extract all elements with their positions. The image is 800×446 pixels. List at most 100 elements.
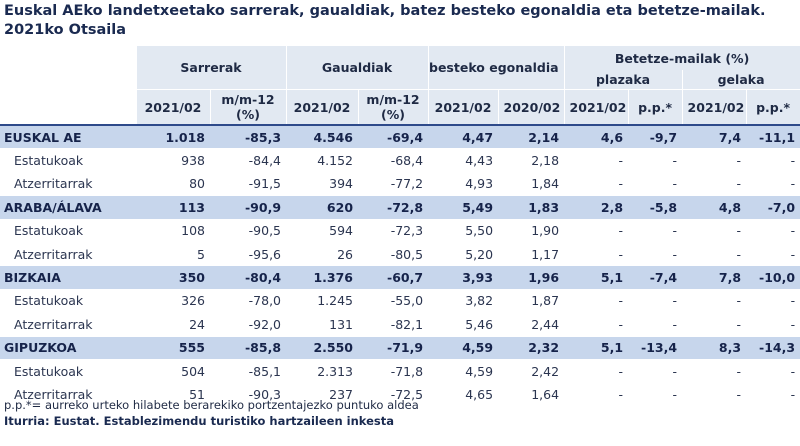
cell-ge: -: [736, 386, 742, 402]
cell-eg21: 3,93: [428, 265, 499, 290]
cell-sar-v: -90,9: [210, 195, 287, 220]
cell-gau: 131: [329, 316, 354, 332]
corner-cell: [0, 46, 137, 90]
table-row: Estatukoak 504 -85,1 2.313 -71,8 4,59 2,42 - - - -: [0, 359, 800, 383]
cell-ge: 7,4: [682, 125, 747, 149]
cell-gau: 1.245: [317, 293, 354, 309]
col-eg-2020: 2020/02: [498, 89, 565, 125]
cell-gau: 1.376: [286, 265, 359, 290]
cell-ge-pp: -10,0: [746, 265, 800, 290]
cell-sar-v: -91,5: [248, 176, 282, 192]
corner-cell-2: [0, 89, 137, 125]
cell-ge: -: [736, 293, 742, 309]
cell-ge-pp: -11,1: [746, 125, 800, 149]
cell-gau-v: -68,4: [390, 153, 424, 169]
cell-ge-pp: -: [790, 153, 796, 169]
cell-pl: 5,1: [564, 336, 629, 360]
cell-gau-v: -71,9: [358, 336, 429, 360]
cell-gau-v: -82,1: [390, 316, 424, 332]
cell-sar-v: -90,5: [248, 223, 282, 239]
cell-eg21: 5,50: [465, 223, 494, 239]
cell-gau: 237: [329, 386, 354, 402]
cell-pl-pp: -: [672, 386, 678, 402]
cell-pl: -: [618, 316, 624, 332]
cell-ge-pp: -14,3: [746, 336, 800, 360]
cell-gau-v: -72,5: [390, 386, 424, 402]
table-row: GIPUZKOA 555 -85,8 2.550 -71,9 4,59 2,32 5,1 -13…: [0, 336, 800, 360]
cell-gau-v: -72,8: [358, 195, 429, 220]
table-row: BIZKAIA 350 -80,4 1.376 -60,7 3,93 1,96 5,1 -7,4…: [0, 265, 800, 290]
cell-ge: 8,3: [682, 336, 747, 360]
table-row: ARABA/ÁLAVA 113 -90,9 620 -72,8 5,49 1,83 2,8 -5…: [0, 195, 800, 220]
cell-eg20: 1,17: [531, 246, 560, 262]
cell-pl-pp: -: [672, 153, 678, 169]
cell-eg21: 3,82: [465, 293, 494, 309]
cell-pl: 5,1: [564, 265, 629, 290]
cell-pl-pp: -5,8: [628, 195, 683, 220]
cell-ge-pp: -: [790, 223, 796, 239]
cell-pl-pp: -: [672, 363, 678, 379]
cell-sar-v: -85,1: [248, 363, 282, 379]
table-body: EUSKAL AE 1.018 -85,3 4.546 -69,4 4,47 2,14 4,6…: [0, 125, 800, 407]
cell-eg21: 5,20: [465, 246, 494, 262]
cell-eg21: 4,47: [428, 125, 499, 149]
cell-ge-pp: -: [790, 176, 796, 192]
col-sar-mm12: m/m-12 (%): [210, 89, 287, 125]
cell-ge-pp: -: [790, 363, 796, 379]
cell-pl-pp: -: [672, 176, 678, 192]
row-label: GIPUZKOA: [0, 336, 136, 360]
cell-sar: 1.018: [136, 125, 210, 149]
cell-pl: 4,6: [564, 125, 629, 149]
table-row: Atzerritarrak 80 -91,5 394 -77,2 4,93 1,84 - - - -: [0, 172, 800, 196]
cell-eg21: 4,59: [465, 363, 494, 379]
cell-gau-v: -60,7: [358, 265, 429, 290]
cell-pl-pp: -: [672, 293, 678, 309]
col-eg-2021: 2021/02: [428, 89, 499, 125]
cell-sar: 24: [189, 316, 205, 332]
cell-ge: -: [736, 176, 742, 192]
cell-eg20: 2,18: [531, 153, 560, 169]
cell-sar: 555: [136, 336, 210, 360]
cell-sar: 350: [136, 265, 210, 290]
table-row: Estatukoak 938 -84,4 4.152 -68,4 4,43 2,18 - - - -: [0, 149, 800, 173]
cell-gau: 2.313: [317, 363, 354, 379]
row-label: Estatukoak: [14, 223, 84, 239]
cell-sar: 504: [181, 363, 205, 379]
cell-eg20: 2,14: [498, 125, 565, 149]
cell-eg20: 2,32: [498, 336, 565, 360]
cell-eg20: 1,84: [531, 176, 560, 192]
cell-eg21: 5,49: [428, 195, 499, 220]
header-egonaldia: Batez besteko egonaldia: [428, 46, 565, 90]
header-gaualdiak: Gaualdiak: [286, 46, 429, 90]
row-label: ARABA/ÁLAVA: [0, 195, 136, 220]
cell-gau: 2.550: [286, 336, 359, 360]
cell-pl: -: [618, 246, 624, 262]
cell-eg20: 1,96: [498, 265, 565, 290]
cell-ge-pp: -: [790, 316, 796, 332]
cell-eg20: 1,90: [531, 223, 560, 239]
row-label: Estatukoak: [14, 363, 84, 379]
cell-sar: 80: [189, 176, 205, 192]
cell-sar: 938: [181, 153, 205, 169]
cell-sar-v: -84,4: [248, 153, 282, 169]
cell-pl-pp: -9,7: [628, 125, 683, 149]
cell-pl-pp: -13,4: [628, 336, 683, 360]
table-title: Euskal AEko landetxeetako sarrerak, gaua…: [4, 3, 766, 38]
header-gelaka: gelaka: [682, 70, 800, 90]
cell-pl: 2,8: [564, 195, 629, 220]
cell-gau-v: -55,0: [390, 293, 424, 309]
source-note: Iturria: Eustat. Establezimendu turistik…: [4, 414, 395, 428]
table-row: Atzerritarrak 51 -90,3 237 -72,5 4,65 1,64 - - - -: [0, 383, 800, 407]
col-pl-pp: p.p.*: [628, 89, 683, 125]
cell-gau: 620: [286, 195, 359, 220]
cell-ge-pp: -7,0: [746, 195, 800, 220]
cell-pl: -: [618, 386, 624, 402]
cell-gau: 594: [329, 223, 354, 239]
cell-eg20: 2,42: [531, 363, 560, 379]
cell-eg21: 4,43: [465, 153, 494, 169]
cell-sar-v: -90,3: [248, 386, 282, 402]
cell-ge-pp: -: [790, 246, 796, 262]
row-label: Atzerritarrak: [14, 246, 93, 262]
cell-gau: 26: [337, 246, 354, 262]
cell-pl: -: [618, 223, 624, 239]
